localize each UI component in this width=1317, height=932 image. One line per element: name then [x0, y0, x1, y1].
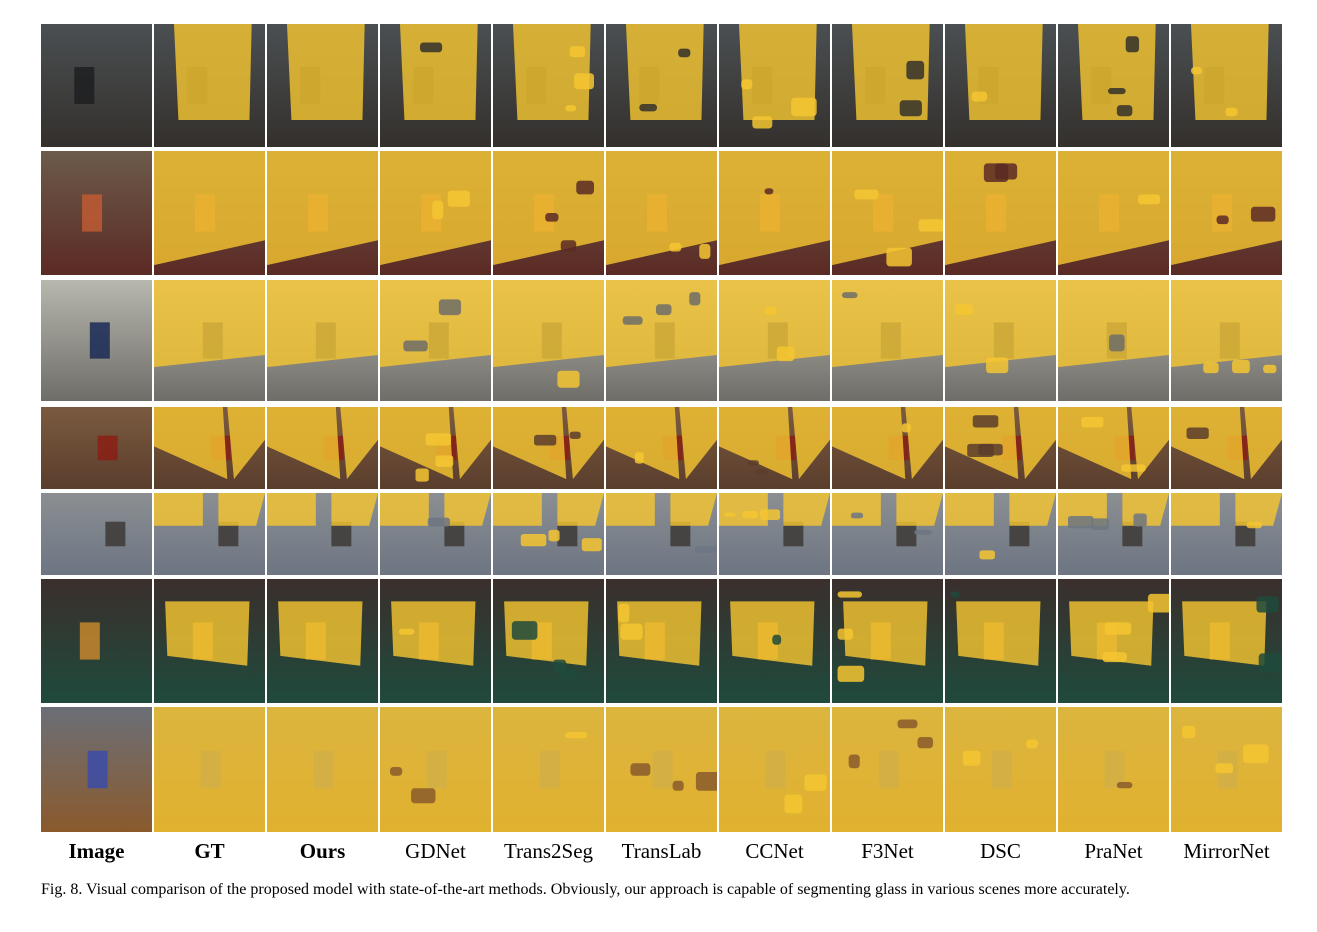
image-cell: [719, 707, 830, 832]
image-cell: [1171, 280, 1282, 401]
image-cell: [41, 707, 152, 832]
image-cell: [41, 280, 152, 401]
column-label-f3net: F3Net: [861, 839, 914, 863]
image-cell: [380, 407, 491, 489]
image-cell: [832, 280, 943, 401]
image-cell: [1058, 280, 1169, 401]
column-label-ours: Ours: [299, 839, 346, 863]
image-cell: [832, 493, 943, 575]
column-label-translab: TransLab: [621, 839, 702, 863]
image-cell: [945, 493, 1056, 575]
image-cell: [41, 407, 152, 489]
image-cell: [380, 280, 491, 401]
image-cell: [1171, 707, 1282, 832]
image-cell: [1058, 407, 1169, 489]
image-cell: [154, 151, 265, 275]
image-cell: [41, 493, 152, 575]
image-cell: [606, 707, 717, 832]
image-cell: [493, 579, 604, 703]
image-cell: [267, 151, 378, 275]
image-cell: [606, 151, 717, 275]
image-cell: [1058, 151, 1169, 275]
image-cell: [606, 579, 717, 703]
image-cell: [719, 407, 830, 489]
image-cell: [41, 579, 152, 703]
image-cell: [832, 151, 943, 275]
image-cell: [493, 280, 604, 401]
image-cell: [154, 407, 265, 489]
image-cell: [380, 493, 491, 575]
column-label-gdnet: GDNet: [405, 839, 466, 863]
image-cell: [1171, 151, 1282, 275]
image-cell: [945, 407, 1056, 489]
image-cell: [41, 24, 152, 147]
image-cell: [1058, 24, 1169, 147]
image-cell: [1058, 579, 1169, 703]
image-cell: [1058, 493, 1169, 575]
image-cell: [945, 707, 1056, 832]
image-cell: [719, 579, 830, 703]
image-cell: [267, 407, 378, 489]
comparison-grid: [41, 24, 1283, 832]
image-cell: [945, 579, 1056, 703]
image-cell: [380, 151, 491, 275]
image-cell: [380, 579, 491, 703]
column-label-image: Image: [68, 839, 125, 863]
image-cell: [154, 579, 265, 703]
image-cell: [493, 407, 604, 489]
image-cell: [1171, 579, 1282, 703]
image-cell: [41, 151, 152, 275]
image-cell: [1058, 707, 1169, 832]
image-cell: [606, 493, 717, 575]
image-cell: [493, 707, 604, 832]
column-label-pranet: PraNet: [1084, 839, 1143, 863]
image-cell: [154, 707, 265, 832]
column-labels: Image GT Ours GDNet Trans2Seg TransLab C…: [41, 838, 1283, 864]
image-cell: [945, 24, 1056, 147]
image-cell: [945, 151, 1056, 275]
image-cell: [719, 24, 830, 147]
image-cell: [606, 280, 717, 401]
image-cell: [1171, 407, 1282, 489]
image-cell: [832, 707, 943, 832]
image-cell: [493, 24, 604, 147]
image-cell: [493, 151, 604, 275]
figure-caption: Fig. 8. Visual comparison of the propose…: [41, 881, 1130, 898]
column-label-gt: GT: [194, 839, 225, 863]
image-cell: [154, 280, 265, 401]
image-cell: [719, 280, 830, 401]
image-cell: [832, 407, 943, 489]
image-cell: [267, 493, 378, 575]
image-cell: [493, 493, 604, 575]
image-cell: [832, 24, 943, 147]
image-cell: [380, 707, 491, 832]
image-cell: [154, 24, 265, 147]
image-cell: [380, 24, 491, 147]
image-cell: [945, 280, 1056, 401]
image-cell: [606, 407, 717, 489]
image-cell: [719, 493, 830, 575]
column-label-dsc: DSC: [980, 839, 1021, 863]
image-cell: [606, 24, 717, 147]
image-cell: [1171, 493, 1282, 575]
image-cell: [832, 579, 943, 703]
column-label-mirrornet: MirrorNet: [1183, 839, 1270, 863]
image-cell: [719, 151, 830, 275]
column-label-ccnet: CCNet: [745, 839, 804, 863]
image-cell: [267, 280, 378, 401]
column-label-trans2seg: Trans2Seg: [503, 839, 594, 863]
image-cell: [154, 493, 265, 575]
image-cell: [267, 707, 378, 832]
image-cell: [267, 24, 378, 147]
image-cell: [267, 579, 378, 703]
image-cell: [1171, 24, 1282, 147]
